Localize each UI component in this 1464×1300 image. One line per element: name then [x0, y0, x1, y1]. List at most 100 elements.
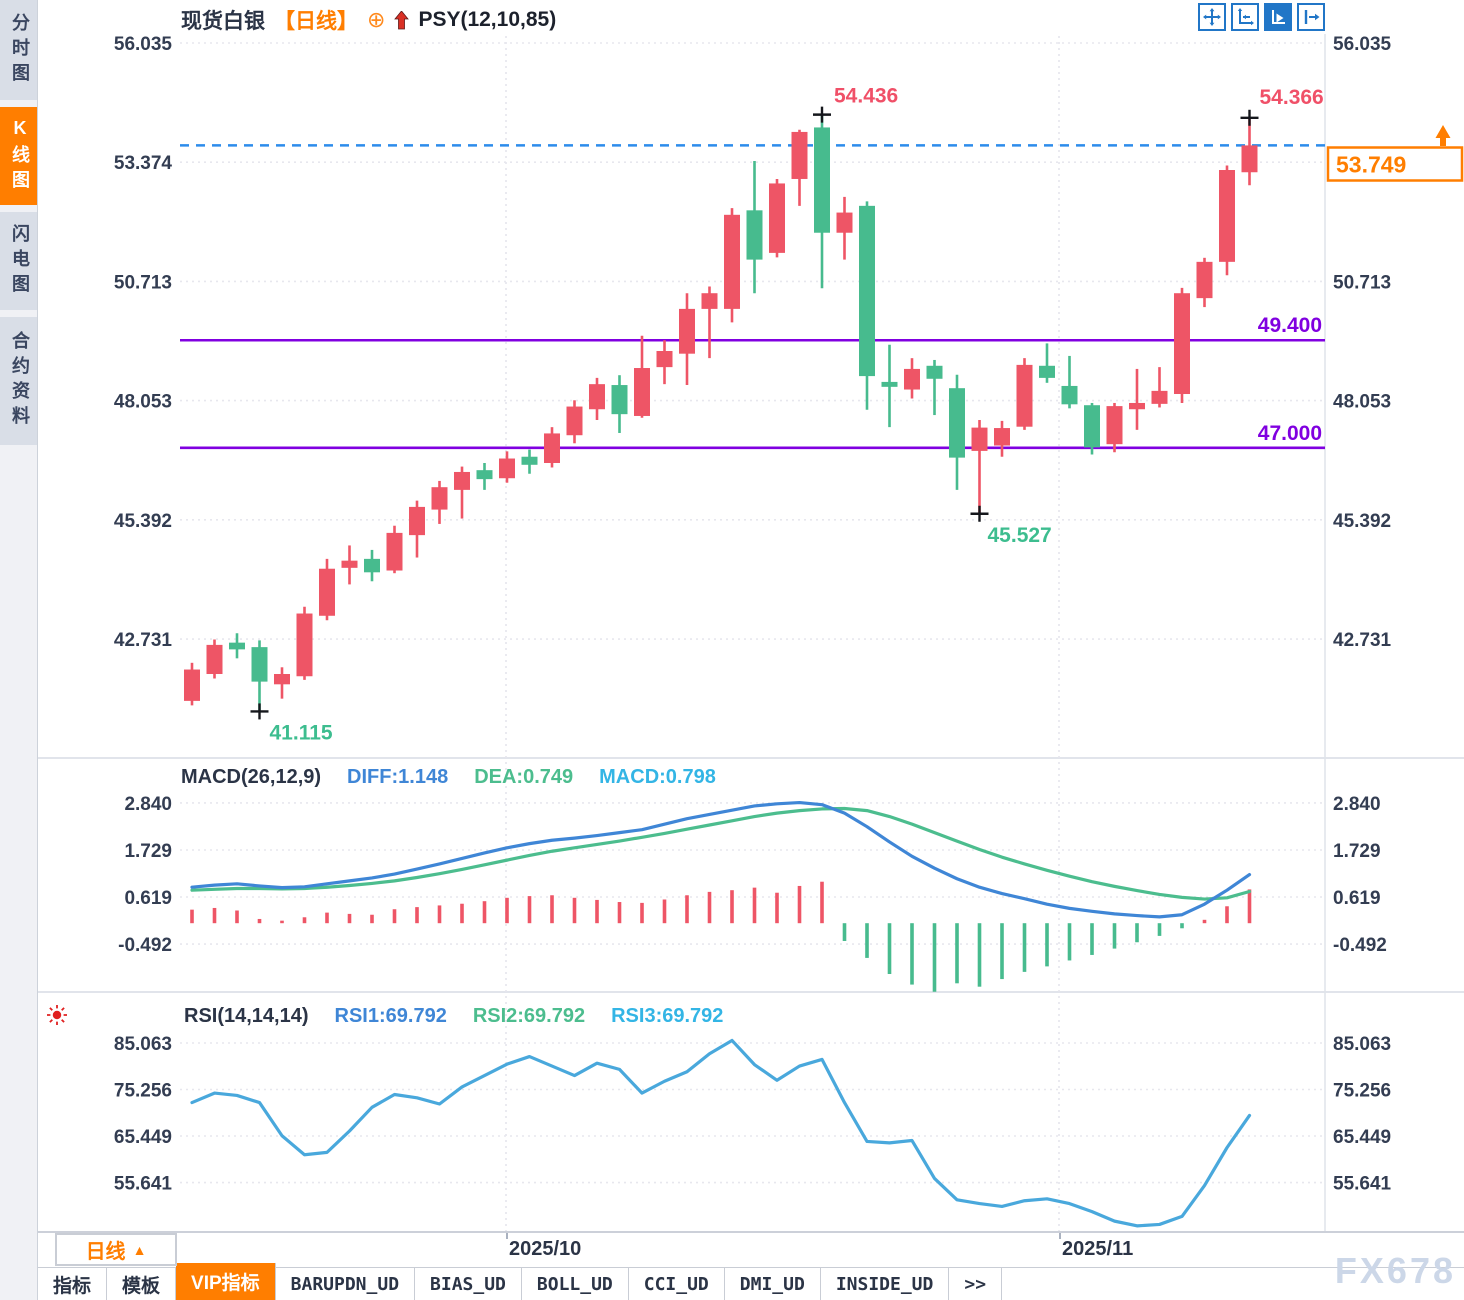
rsi-axis-tick-right: 65.449 [1333, 1127, 1391, 1148]
add-indicator-icon[interactable]: ⊕ [367, 7, 386, 32]
rsi-axis-tick-right: 85.063 [1333, 1034, 1391, 1055]
extreme-cross-marker [813, 106, 831, 123]
price-axis-tick-right: 50.713 [1333, 272, 1391, 293]
indicator-burst-icon[interactable] [45, 1003, 69, 1032]
macd-axis-tick-right: 2.840 [1333, 794, 1381, 815]
chevron-up-icon: ▲ [132, 1241, 147, 1258]
macd-macd-value: MACD:0.798 [599, 766, 716, 788]
indicator-tab-8[interactable]: DMI_UD [725, 1268, 821, 1300]
candle [994, 420, 1010, 457]
candle [791, 129, 808, 206]
sidebar-tab-3[interactable]: 闪电图 [0, 212, 37, 310]
level-label: 47.000 [1258, 422, 1322, 445]
candle [589, 377, 605, 420]
candle [274, 667, 290, 699]
macd-diff-value: DIFF:1.148 [347, 766, 449, 788]
sidebar: 分时图 K线图闪电图合约资料 [0, 0, 38, 1300]
indicator-tab-7[interactable]: CCI_UD [629, 1268, 725, 1300]
candle [566, 400, 583, 444]
period-tag: 【日线】 [274, 10, 358, 33]
period-selector[interactable]: 日线 ▲ [55, 1233, 177, 1266]
candle [251, 640, 268, 712]
indicator-tab-bar: 指标 模板 VIP指标 BARUPDN_UD BIAS_UD BOLL_UD CCI_UD D… [0, 1263, 1464, 1300]
move-cross-icon[interactable] [1198, 3, 1226, 31]
indicator-tab-3[interactable]: VIP指标 [176, 1263, 276, 1300]
macd-axis-tick-left: 2.840 [124, 794, 172, 815]
candle [206, 639, 223, 679]
candle [769, 178, 785, 258]
candle [386, 525, 403, 574]
macd-axis-tick-right: 1.729 [1333, 841, 1381, 862]
date-label: 2025/10 [509, 1238, 582, 1260]
candle [1039, 343, 1055, 383]
extreme-cross-marker [970, 505, 989, 522]
candle [1016, 358, 1033, 430]
candle [1084, 402, 1100, 455]
chart-toolbar [1198, 3, 1325, 31]
rsi-axis-tick-left: 65.449 [114, 1127, 172, 1148]
current-price-tag [1326, 146, 1464, 182]
macd-axis-tick-right: 0.619 [1333, 888, 1381, 909]
indicator-tab-9[interactable]: INSIDE_UD [821, 1268, 950, 1300]
candle [904, 358, 920, 399]
chart-canvas[interactable]: 56.03556.03553.37453.37450.71350.71348.0… [0, 0, 1464, 1231]
period-selector-label: 日线 [85, 1241, 126, 1263]
price-axis-tick-left: 48.053 [114, 392, 172, 413]
candle [836, 196, 853, 260]
candle [746, 161, 763, 294]
candle [1129, 368, 1145, 430]
macd-header: MACD(26,12,9) DIFF:1.148 DEA:0.749 MACD:… [181, 766, 716, 789]
indicator-tab-1[interactable]: 指标 [38, 1268, 108, 1300]
candle [476, 463, 493, 490]
sidebar-tab-2[interactable]: K线图 [0, 107, 37, 205]
candle [724, 208, 740, 323]
candle [1106, 402, 1123, 453]
indicator-tab-6[interactable]: BOLL_UD [522, 1268, 629, 1300]
x-axis-row[interactable]: 2025/10 2025/11 [38, 1231, 1464, 1266]
pan-right-icon[interactable] [1297, 3, 1325, 31]
indicator-tab-2[interactable]: 模板 [107, 1268, 177, 1300]
price-arrow-icon [1435, 125, 1451, 146]
candle [1061, 355, 1078, 409]
macd-dea-line [190, 806, 1252, 901]
candlestick-series [184, 114, 1258, 712]
chart-title-row: 现货白银 【日线】 ⊕ PSY(12,10,85) [181, 5, 556, 35]
extreme-cross-marker [1240, 109, 1259, 126]
rsi-axis-tick-left: 55.641 [114, 1174, 173, 1195]
candle [521, 449, 538, 474]
candle [296, 606, 313, 680]
indicator-tab-10[interactable]: >> [949, 1268, 1003, 1300]
rsi2-value: RSI2:69.792 [472, 1005, 586, 1027]
indicator-label: PSY(12,10,85) [418, 8, 557, 31]
chart-zoom-icon[interactable] [1264, 3, 1292, 31]
rsi-axis-tick-right: 75.256 [1333, 1081, 1391, 1102]
macd-axis-tick-left: 1.729 [124, 841, 172, 862]
candle [229, 633, 245, 659]
date-tick [506, 1233, 508, 1239]
candle [1196, 257, 1213, 308]
sidebar-tab-1[interactable]: 分时图 [0, 0, 37, 100]
price-axis-tick-right: 42.731 [1333, 630, 1392, 651]
axis-scale-icon[interactable] [1231, 3, 1259, 31]
rsi-line [190, 1038, 1252, 1228]
level-label: 49.400 [1258, 314, 1322, 337]
candle [656, 340, 673, 385]
rsi-title: RSI(14,14,14) [184, 1005, 309, 1027]
up-arrow-icon [394, 10, 410, 30]
indicator-tab-5[interactable]: BIAS_UD [415, 1268, 522, 1300]
candle [544, 427, 560, 468]
macd-axis-tick-left: -0.492 [118, 935, 172, 956]
price-axis-tick-left: 42.731 [114, 630, 173, 651]
extreme-cross-marker [250, 703, 269, 720]
sidebar-tab-4[interactable]: 合约资料 [0, 317, 37, 445]
candle [634, 335, 650, 418]
price-annotation: 41.115 [270, 721, 333, 744]
rsi3-value: RSI3:69.792 [611, 1005, 724, 1027]
candle [409, 500, 425, 558]
candle [611, 375, 628, 433]
date-label: 2025/11 [1062, 1238, 1134, 1260]
candle [679, 293, 695, 386]
indicator-tab-4[interactable]: BARUPDN_UD [276, 1268, 416, 1300]
price-axis-tick-left: 53.374 [114, 153, 173, 174]
